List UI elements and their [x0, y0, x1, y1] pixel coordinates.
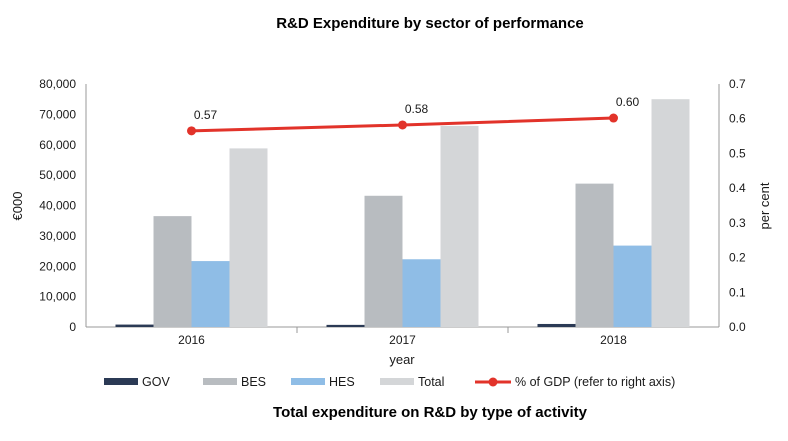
x-tick-label: 2018 — [600, 333, 627, 347]
chart-title: R&D Expenditure by sector of performance — [276, 15, 584, 32]
legend: GOV BES HES Total % of GDP (refer to right a… — [104, 375, 675, 389]
y2-tick-label: 0.6 — [729, 112, 746, 126]
legend-label-hes: HES — [329, 375, 355, 389]
y-tick-label: 50,000 — [39, 168, 76, 182]
gdp-data-label: 0.57 — [194, 108, 218, 122]
y-tick-label: 30,000 — [39, 229, 76, 243]
y-ticks-left: 0 10,000 20,000 30,000 40,000 50,000 60,000 70,… — [39, 77, 76, 334]
y-tick-label: 10,000 — [39, 290, 76, 304]
legend-label-total: Total — [418, 375, 444, 389]
legend-marker-gdp — [488, 377, 498, 387]
gdp-point-2017 — [398, 120, 407, 130]
y2-tick-label: 0.1 — [729, 285, 746, 299]
bar-hes-2018 — [613, 245, 652, 327]
y2-tick-label: 0.3 — [729, 216, 746, 230]
bar-bes-2017 — [364, 195, 403, 327]
bar-gov-2016 — [115, 324, 154, 327]
gdp-point-2018 — [609, 113, 618, 123]
bars — [115, 99, 690, 327]
bar-bes-2016 — [153, 216, 192, 327]
x-axis-label: year — [389, 352, 415, 367]
gdp-point-2016 — [187, 126, 196, 136]
bar-gov-2018 — [537, 323, 576, 327]
legend-swatch-hes — [291, 378, 325, 385]
legend-label-bes: BES — [241, 375, 266, 389]
bar-total-2018 — [651, 99, 690, 327]
y-tick-label: 20,000 — [39, 259, 76, 273]
chart-subtitle: Total expenditure on R&D by type of acti… — [273, 404, 588, 421]
y2-tick-label: 0.2 — [729, 251, 746, 265]
legend-swatch-gov — [104, 378, 138, 385]
y-tick-label: 60,000 — [39, 138, 76, 152]
gdp-data-label: 0.60 — [616, 95, 640, 109]
legend-swatch-total — [380, 378, 414, 385]
x-tick-label: 2017 — [389, 333, 416, 347]
bar-bes-2018 — [575, 183, 614, 327]
x-ticks: 2016 2017 2018 — [178, 327, 627, 347]
y2-tick-label: 0.5 — [729, 146, 746, 160]
legend-label-gdp: % of GDP (refer to right axis) — [515, 375, 675, 389]
gdp-line: 0.57 0.58 0.60 — [187, 95, 640, 136]
y-tick-label: 0 — [69, 320, 76, 334]
y-tick-label: 80,000 — [39, 77, 76, 91]
gdp-data-label: 0.58 — [405, 102, 429, 116]
bar-total-2017 — [440, 125, 479, 327]
bar-hes-2017 — [402, 259, 441, 327]
bar-total-2016 — [229, 148, 268, 327]
legend-label-gov: GOV — [142, 375, 170, 389]
y2-axis-label: per cent — [757, 182, 772, 229]
y2-tick-label: 0.7 — [729, 77, 746, 91]
bar-gov-2017 — [326, 324, 365, 327]
x-tick-label: 2016 — [178, 333, 205, 347]
y-tick-label: 70,000 — [39, 107, 76, 121]
bar-hes-2016 — [191, 261, 230, 327]
legend-swatch-bes — [203, 378, 237, 385]
y2-tick-label: 0.4 — [729, 181, 746, 195]
y-tick-label: 40,000 — [39, 199, 76, 213]
y-axis-label: €000 — [10, 192, 25, 221]
y2-tick-label: 0.0 — [729, 320, 746, 334]
y-ticks-right: 0.0 0.1 0.2 0.3 0.4 0.5 0.6 0.7 — [729, 77, 746, 334]
